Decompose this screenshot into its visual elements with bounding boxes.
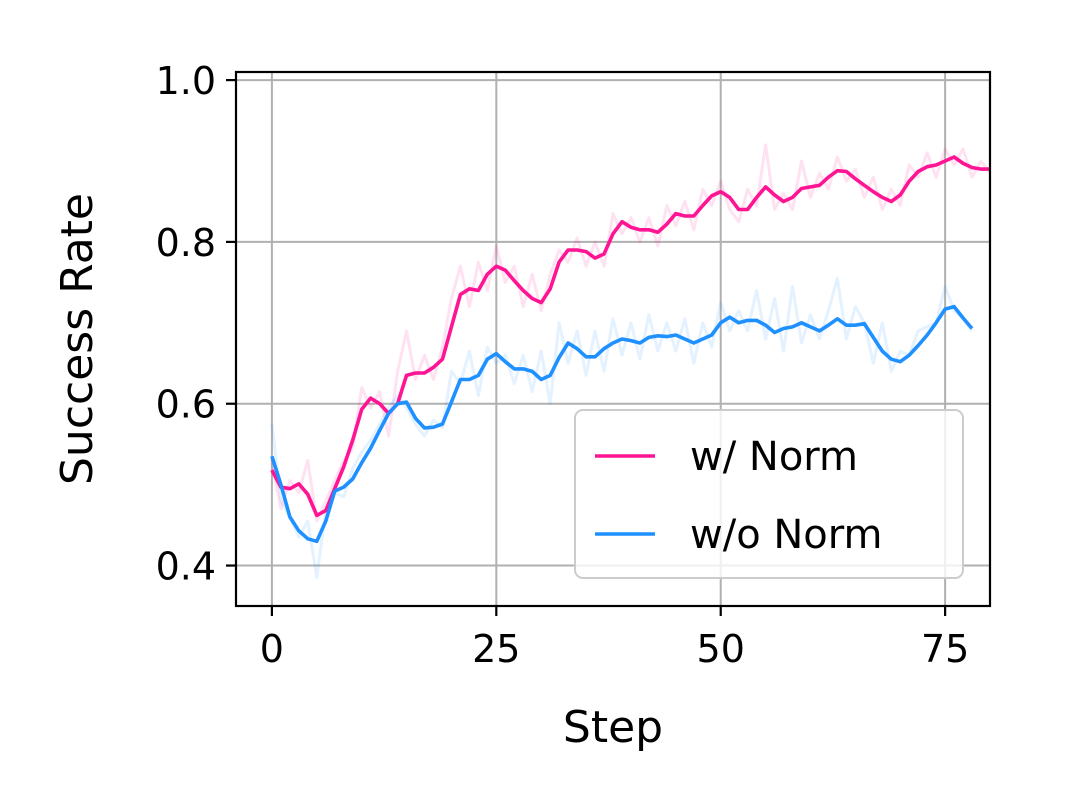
x-axis-label: Step bbox=[563, 702, 663, 753]
x-tick-label: 75 bbox=[921, 627, 969, 671]
y-tick-label: 0.8 bbox=[156, 221, 216, 265]
x-tick-label: 0 bbox=[260, 627, 284, 671]
y-tick-label: 0.6 bbox=[156, 383, 216, 427]
smoothed-series-lines bbox=[270, 155, 990, 544]
axis-ticks: 0 25 50 75 0.4 0.6 0.8 1.0 bbox=[156, 59, 970, 671]
legend-label-wo-norm: w/o Norm bbox=[690, 512, 882, 558]
series-line-w-o-norm bbox=[270, 304, 974, 544]
raw-series-lines bbox=[270, 143, 992, 580]
legend: w/ Norm w/o Norm bbox=[574, 409, 964, 579]
legend-box bbox=[574, 409, 964, 579]
axes-frame bbox=[234, 70, 992, 608]
x-tick-label: 50 bbox=[697, 627, 745, 671]
x-tick-label: 25 bbox=[472, 627, 520, 671]
series-raw-w-norm bbox=[270, 143, 992, 523]
y-axis-label: Success Rate bbox=[52, 193, 103, 485]
legend-label-w-norm: w/ Norm bbox=[690, 434, 858, 480]
y-tick-label: 0.4 bbox=[156, 545, 216, 589]
series-raw-w-o-norm bbox=[270, 276, 974, 580]
y-tick-label: 1.0 bbox=[156, 59, 216, 103]
